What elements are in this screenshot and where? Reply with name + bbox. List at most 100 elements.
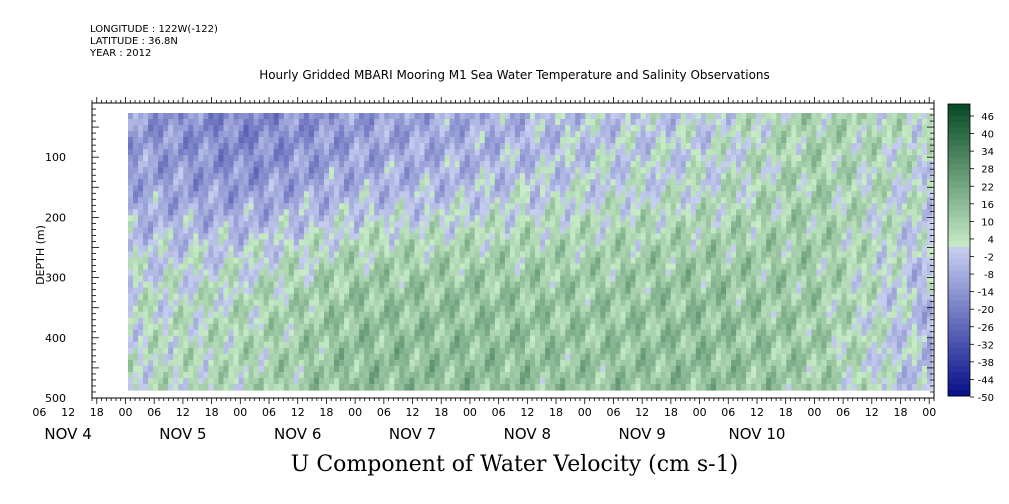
heatmap-cell	[248, 119, 255, 126]
heatmap-cell	[339, 293, 345, 301]
heatmap-cell	[288, 257, 295, 265]
heatmap-cell	[469, 143, 476, 150]
heatmap-cell	[248, 197, 255, 204]
heatmap-cell	[369, 275, 375, 283]
heatmap-cell	[600, 221, 606, 229]
heatmap-cell	[243, 203, 250, 210]
heatmap-cell	[283, 203, 290, 210]
heatmap-cell	[600, 215, 606, 222]
heatmap-cell	[218, 185, 225, 192]
heatmap-cell	[308, 371, 315, 379]
heatmap-cell	[158, 173, 164, 180]
heatmap-cell	[429, 119, 436, 126]
heatmap-cell	[303, 257, 310, 265]
heatmap-cell	[334, 203, 340, 210]
heatmap-cell	[580, 155, 586, 162]
heatmap-cell	[509, 377, 516, 385]
heatmap-cell	[334, 275, 340, 283]
heatmap-cell	[620, 335, 627, 343]
heatmap-cell	[479, 149, 486, 156]
latitude-label: LATITUDE : 36.8N	[90, 36, 178, 47]
heatmap-cell	[329, 347, 335, 355]
heatmap-cell	[313, 239, 320, 247]
heatmap-cell	[344, 251, 350, 259]
heatmap-cell	[409, 305, 416, 313]
heatmap-cell	[183, 113, 189, 120]
heatmap-cell	[394, 365, 400, 373]
heatmap-cell	[323, 257, 330, 265]
heatmap-cell	[344, 245, 350, 253]
heatmap-cell	[228, 137, 235, 144]
heatmap-cell	[535, 347, 541, 355]
heatmap-cell	[133, 365, 139, 373]
heatmap-cell	[128, 179, 134, 186]
heatmap-cell	[298, 371, 305, 379]
heatmap-cell	[409, 119, 416, 126]
heatmap-cell	[474, 239, 481, 247]
heatmap-cell	[469, 185, 476, 192]
heatmap-cell	[208, 323, 215, 331]
heatmap-cell	[630, 323, 637, 331]
heatmap-cell	[263, 293, 270, 301]
heatmap-cell	[449, 329, 456, 337]
heatmap-cell	[509, 185, 516, 192]
heatmap-cell	[384, 269, 390, 277]
heatmap-cell	[329, 191, 335, 198]
heatmap-cell	[535, 245, 541, 253]
heatmap-cell	[359, 263, 365, 271]
heatmap-cell	[509, 269, 516, 277]
heatmap-cell	[374, 221, 380, 229]
heatmap-cell	[143, 371, 149, 379]
heatmap-cell	[499, 143, 506, 150]
heatmap-cell	[459, 293, 466, 301]
heatmap-cell	[504, 311, 511, 319]
heatmap-cell	[444, 287, 451, 295]
heatmap-cell	[394, 203, 400, 210]
heatmap-cell	[369, 293, 375, 301]
heatmap-cell	[374, 257, 380, 265]
heatmap-cell	[374, 347, 380, 355]
heatmap-cell	[233, 215, 240, 222]
heatmap-cell	[298, 257, 305, 265]
heatmap-cell	[404, 311, 411, 319]
heatmap-cell	[610, 299, 617, 307]
heatmap-cell	[665, 185, 672, 192]
heatmap-cell	[323, 137, 330, 144]
heatmap-cell	[218, 251, 225, 259]
heatmap-cell	[349, 125, 355, 132]
heatmap-cell	[499, 251, 506, 259]
heatmap-cell	[660, 215, 667, 222]
heatmap-cell	[268, 137, 275, 144]
heatmap-cell	[610, 311, 617, 319]
heatmap-cell	[128, 317, 134, 325]
heatmap-cell	[414, 125, 421, 132]
heatmap-cell	[178, 263, 184, 271]
heatmap-cell	[253, 233, 260, 241]
heatmap-cell	[519, 191, 526, 198]
heatmap-cell	[379, 341, 385, 349]
heatmap-cell	[329, 377, 335, 385]
heatmap-cell	[223, 245, 230, 253]
heatmap-cell	[570, 131, 576, 138]
heatmap-cell	[630, 353, 637, 361]
heatmap-cell	[524, 131, 531, 138]
heatmap-cell	[504, 197, 511, 204]
heatmap-cell	[339, 197, 345, 204]
heatmap-cell	[369, 311, 375, 319]
heatmap-cell	[303, 245, 310, 253]
heatmap-cell	[203, 311, 210, 319]
heatmap-cell	[570, 143, 576, 150]
heatmap-cell	[308, 359, 315, 367]
heatmap-cell	[524, 119, 531, 126]
heatmap-cell	[173, 347, 179, 355]
heatmap-cell	[640, 281, 647, 289]
heatmap-cell	[504, 281, 511, 289]
heatmap-cell	[354, 143, 360, 150]
heatmap-cell	[359, 203, 365, 210]
heatmap-cell	[213, 137, 220, 144]
heatmap-cell	[524, 185, 531, 192]
heatmap-cell	[399, 227, 405, 235]
heatmap-cell	[585, 341, 591, 349]
heatmap-cell	[414, 383, 421, 391]
heatmap-cell	[565, 167, 571, 174]
